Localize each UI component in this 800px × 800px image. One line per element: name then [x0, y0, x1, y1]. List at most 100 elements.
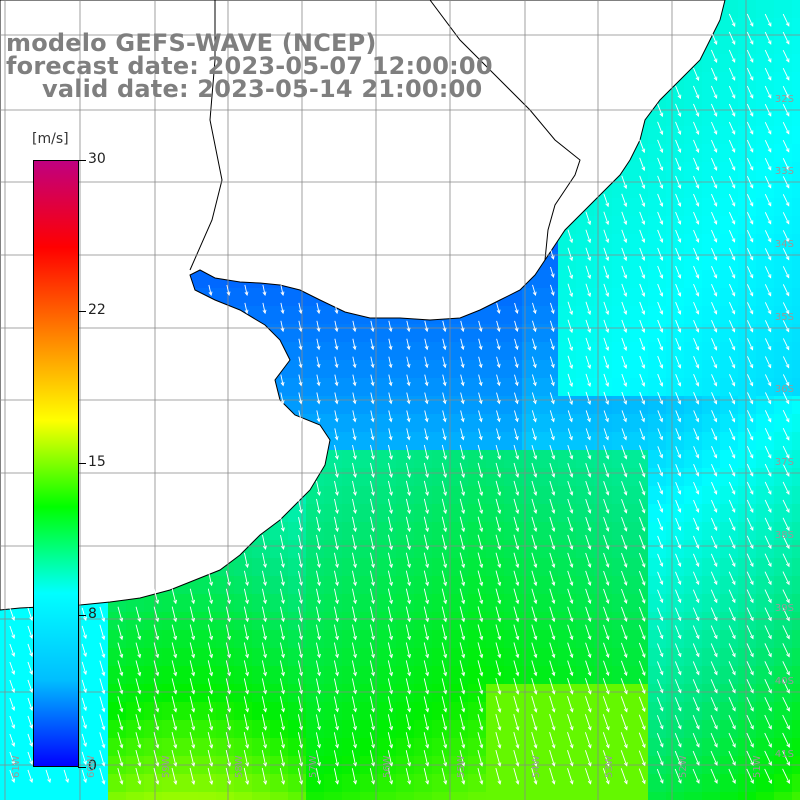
wind-speed-cell	[594, 252, 613, 271]
wind-speed-cell	[504, 720, 523, 739]
wind-speed-cell	[738, 288, 757, 307]
wind-arrow	[693, 428, 700, 441]
wind-speed-cell	[306, 324, 325, 343]
wind-speed-cell	[432, 630, 451, 649]
wind-speed-cell	[612, 648, 631, 667]
wind-speed-cell	[360, 648, 379, 667]
wind-speed-cell	[666, 396, 685, 415]
wind-arrow	[764, 158, 772, 171]
wind-arrow	[495, 444, 502, 460]
wind-speed-cell	[702, 234, 721, 253]
wind-speed-cell	[738, 54, 757, 73]
wind-speed-cell	[648, 630, 667, 649]
wind-arrow	[711, 338, 718, 351]
wind-arrow	[675, 139, 682, 154]
wind-arrow	[388, 392, 393, 405]
latitude-label: 34S	[774, 239, 794, 250]
wind-arrow	[406, 410, 411, 423]
wind-speed-cell	[18, 792, 37, 800]
wind-speed-cell	[450, 774, 469, 793]
wind-speed-cell	[612, 720, 631, 739]
wind-arrow	[657, 499, 664, 513]
wind-arrow	[352, 374, 357, 387]
wind-arrow	[387, 534, 393, 551]
wind-speed-cell	[432, 540, 451, 559]
wind-speed-cell	[702, 486, 721, 505]
wind-speed-cell	[612, 486, 631, 505]
wind-speed-cell	[252, 612, 271, 631]
wind-speed-cell	[666, 414, 685, 433]
wind-speed-cell	[648, 324, 667, 343]
wind-arrow	[693, 247, 700, 261]
wind-arrow	[549, 338, 555, 351]
wind-speed-cell	[594, 324, 613, 343]
wind-speed-cell	[702, 612, 721, 631]
wind-speed-cell	[774, 486, 793, 505]
latitude-label: 39S	[774, 603, 794, 614]
wind-speed-cell	[540, 612, 559, 631]
wind-speed-cell	[288, 612, 307, 631]
wind-speed-cell	[504, 684, 523, 703]
wind-speed-cell	[594, 414, 613, 433]
wind-arrow	[711, 356, 718, 369]
wind-speed-cell	[306, 720, 325, 739]
wind-arrow	[549, 320, 555, 333]
wind-arrow	[693, 157, 700, 171]
wind-arrow	[495, 462, 502, 479]
wind-speed-cell	[324, 612, 343, 631]
wind-arrow	[603, 481, 610, 496]
wind-arrow	[585, 410, 591, 423]
wind-speed-cell	[270, 738, 289, 757]
wind-speed-cell	[684, 72, 703, 91]
wind-arrow	[388, 374, 393, 387]
wind-speed-cell	[216, 666, 235, 685]
wind-speed-cell	[666, 612, 685, 631]
wind-speed-cell	[396, 324, 415, 343]
wind-speed-cell	[612, 360, 631, 379]
wind-arrow	[441, 498, 447, 515]
wind-speed-cell	[450, 648, 469, 667]
wind-speed-cell	[792, 90, 800, 109]
wind-arrow	[478, 374, 483, 387]
wind-speed-cell	[666, 702, 685, 721]
wind-speed-cell	[738, 252, 757, 271]
wind-speed-cell	[720, 144, 739, 163]
wind-arrow	[729, 266, 736, 279]
wind-speed-cell	[666, 468, 685, 487]
wind-speed-cell	[252, 792, 271, 800]
wind-arrow	[459, 462, 466, 479]
wind-arrow	[764, 194, 772, 207]
wind-speed-cell	[792, 288, 800, 307]
wind-speed-cell	[666, 792, 685, 800]
wind-arrow	[370, 392, 375, 405]
wind-speed-cell	[18, 666, 37, 685]
wind-arrow	[280, 534, 285, 550]
wind-speed-cell	[0, 648, 19, 667]
wind-arrow	[369, 534, 375, 551]
wind-speed-cell	[756, 234, 775, 253]
wind-speed-cell	[576, 360, 595, 379]
wind-arrow	[782, 320, 790, 333]
wind-arrow	[567, 534, 574, 550]
wind-speed-cell	[234, 594, 253, 613]
wind-speed-cell	[594, 486, 613, 505]
wind-speed-cell	[540, 666, 559, 685]
wind-arrow	[352, 320, 357, 333]
wind-speed-cell	[702, 378, 721, 397]
wind-arrow	[370, 338, 375, 351]
wind-speed-cell	[18, 684, 37, 703]
longitude-label: 61W	[11, 755, 22, 778]
wind-speed-cell	[288, 378, 307, 397]
wind-speed-cell	[756, 612, 775, 631]
wind-arrow	[567, 265, 574, 280]
latitude-label: 41S	[774, 749, 794, 760]
wind-arrow	[675, 481, 682, 495]
wind-speed-cell	[540, 270, 559, 289]
wind-arrow	[370, 356, 375, 369]
wind-speed-cell	[378, 774, 397, 793]
wind-speed-cell	[288, 360, 307, 379]
wind-speed-cell	[630, 288, 649, 307]
wind-speed-cell	[342, 666, 361, 685]
wind-speed-cell	[630, 594, 649, 613]
wind-speed-cell	[648, 234, 667, 253]
